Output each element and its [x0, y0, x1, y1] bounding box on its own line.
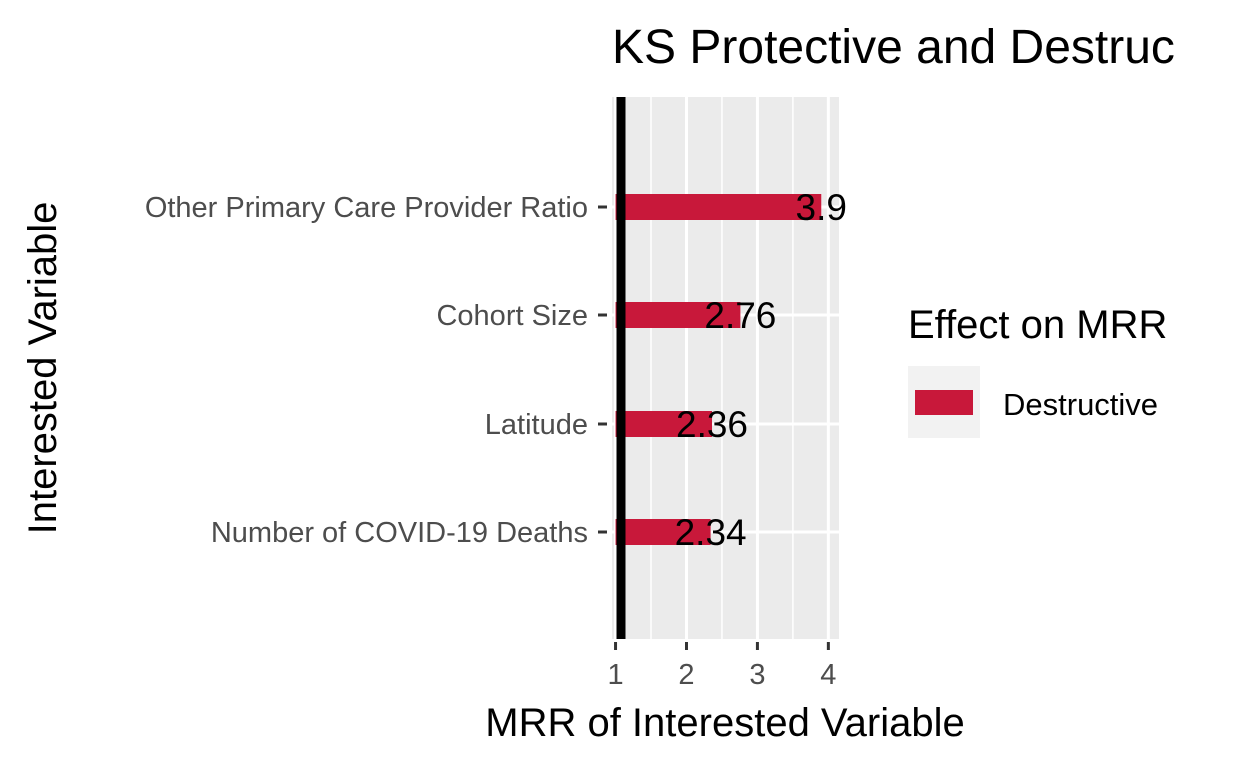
bar-value-label: 2.76 [704, 295, 776, 336]
legend-swatch-destructive [915, 390, 973, 415]
bar-value-label: 3.9 [796, 187, 847, 228]
bar-value-label: 2.34 [675, 512, 747, 553]
x-tick-label: 3 [749, 659, 765, 691]
data-labels: 3.9 2.76 2.36 2.34 [675, 187, 847, 553]
bar [615, 302, 741, 328]
x-tick-label: 4 [820, 659, 836, 691]
x-axis-title: MRR of Interested Variable [485, 701, 964, 745]
y-tick-label: Number of COVID-19 Deaths [211, 517, 588, 549]
legend: Effect on MRR Destructive [908, 303, 1167, 438]
y-tick-label: Latitude [485, 409, 588, 441]
bar [615, 194, 822, 220]
y-axis: Other Primary Care Provider Ratio Cohort … [145, 192, 607, 549]
plot-panel [612, 97, 839, 639]
y-tick-label: Cohort Size [436, 300, 588, 332]
legend-label-destructive: Destructive [1003, 387, 1158, 422]
y-axis-title: Interested Variable [21, 202, 65, 535]
chart-title: KS Protective and Destruc [612, 21, 1175, 74]
x-axis: 1 2 3 4 [607, 642, 836, 691]
bars [615, 194, 822, 545]
bar-value-label: 2.36 [676, 404, 748, 445]
x-tick-label: 2 [678, 659, 694, 691]
bar [615, 411, 713, 437]
bar [615, 519, 711, 545]
x-tick-label: 1 [607, 659, 623, 691]
legend-title: Effect on MRR [908, 303, 1167, 347]
y-tick-label: Other Primary Care Provider Ratio [145, 192, 588, 224]
